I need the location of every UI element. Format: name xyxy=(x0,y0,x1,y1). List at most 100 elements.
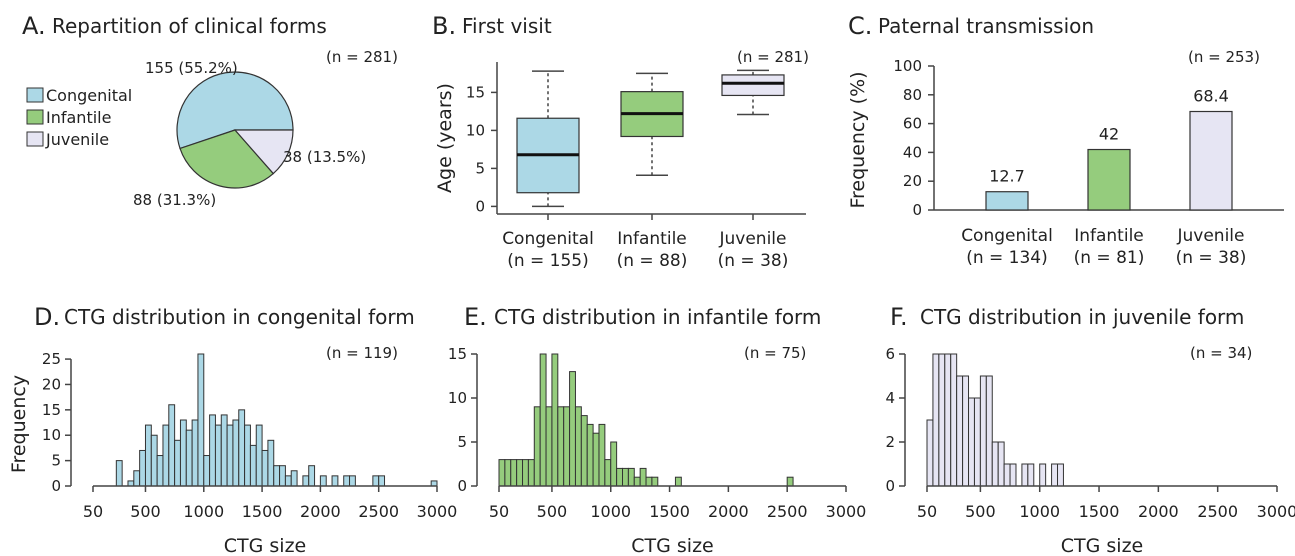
hist-bar-d xyxy=(144,424,152,487)
hist-bar-e xyxy=(504,459,512,487)
x-tick-label-e: 500 xyxy=(537,502,568,521)
y-tick-label-d: 5 xyxy=(51,452,61,470)
pie-label-congenital: 155 (55.2%) xyxy=(145,59,238,77)
hist-bar-d xyxy=(261,449,269,487)
hist-bar-e xyxy=(569,371,576,487)
hist-bar-e xyxy=(651,476,659,487)
x-category-label-juvenile: Juvenile xyxy=(1177,226,1245,246)
hist-bar-d xyxy=(209,414,216,487)
pie-slice-infantile xyxy=(179,129,275,189)
legend-label-infantile: Infantile xyxy=(46,108,111,127)
hist-bar-f xyxy=(997,441,1005,487)
y-tick-label-e: 5 xyxy=(457,433,467,451)
x-tick-label-f: 3000 xyxy=(1257,502,1295,521)
x-category-n-infantile: (n = 81) xyxy=(1074,248,1145,268)
y-tick-label-d: 25 xyxy=(42,350,61,368)
pie-slice-congenital xyxy=(176,71,294,150)
x-tick-label-f: 1500 xyxy=(1079,502,1120,521)
y-tick-label-d: 15 xyxy=(42,401,61,419)
panel-title-a: Repartition of clinical forms xyxy=(52,14,327,38)
hist-bar-f xyxy=(1003,463,1011,487)
y-tick-label-d: 20 xyxy=(42,375,61,393)
panel-letter-d: D. xyxy=(34,303,60,331)
x-tick-label-e: 2500 xyxy=(767,502,808,521)
x-tick-label-e: 1500 xyxy=(649,502,690,521)
hist-bar-f xyxy=(1051,463,1059,487)
hist-bar-e xyxy=(639,467,647,487)
hist-bar-e xyxy=(616,467,624,487)
y-tick-label-b: 5 xyxy=(475,159,485,177)
hist-bar-d xyxy=(279,465,286,487)
hist-bar-f xyxy=(1057,463,1064,487)
hist-bar-d xyxy=(378,475,386,487)
x-tick-label-e: 3000 xyxy=(826,502,867,521)
hist-bar-e xyxy=(592,432,600,487)
hist-bar-e xyxy=(510,459,518,487)
hist-bar-f xyxy=(932,353,940,487)
panel-title-c: Paternal transmission xyxy=(878,14,1094,38)
hist-bar-e xyxy=(574,406,582,487)
x-category-n-infantile: (n = 88) xyxy=(617,251,688,271)
hist-bar-e xyxy=(598,423,606,487)
hist-bar-e xyxy=(604,459,612,487)
y-tick-label-e: 10 xyxy=(448,389,467,407)
y-axis-label-c: Frequency (%) xyxy=(847,71,869,208)
pie-slice-juvenile xyxy=(233,129,294,175)
hist-bar-f xyxy=(968,397,975,487)
hist-bar-f xyxy=(938,353,946,487)
hist-bar-e xyxy=(563,406,571,487)
y-tick-label-e: 15 xyxy=(448,345,467,363)
hist-bar-d xyxy=(139,449,146,487)
panel-letter-f: F. xyxy=(890,303,908,331)
hist-bar-f xyxy=(1027,463,1035,487)
hist-bar-d xyxy=(168,404,176,487)
x-tick-label-d: 50 xyxy=(83,502,103,521)
hist-bar-d xyxy=(331,475,339,487)
y-tick-label-f: 4 xyxy=(885,389,895,407)
hist-bar-e xyxy=(786,476,794,487)
hist-bar-f xyxy=(926,419,934,487)
x-tick-label-d: 500 xyxy=(130,502,161,521)
y-tick-label-c: 40 xyxy=(903,143,922,161)
panel-title-d: CTG distribution in congenital form xyxy=(64,305,415,329)
panel-title-b: First visit xyxy=(462,14,552,38)
x-category-label-juvenile: Juvenile xyxy=(719,229,787,249)
n-label-a: (n = 281) xyxy=(326,48,398,66)
y-tick-label-c: 0 xyxy=(912,201,922,219)
y-tick-label-f: 2 xyxy=(885,433,895,451)
x-tick-label-d: 2000 xyxy=(300,502,341,521)
x-category-label-infantile: Infantile xyxy=(1074,226,1144,246)
bar-value-label-juvenile: 68.4 xyxy=(1193,87,1229,106)
y-tick-label-c: 80 xyxy=(903,86,922,104)
y-axis-label-d: Frequency xyxy=(8,375,30,473)
hist-bar-d xyxy=(214,424,222,487)
n-label-b: (n = 281) xyxy=(737,48,809,66)
hist-bar-d xyxy=(238,409,246,487)
x-category-label-congenital: Congenital xyxy=(502,229,594,249)
panel-letter-b: B. xyxy=(432,12,456,40)
hist-bar-f xyxy=(962,375,970,487)
hist-bar-d xyxy=(308,465,316,487)
hist-bar-d xyxy=(232,419,240,487)
hist-bar-d xyxy=(249,444,257,487)
hist-bar-f xyxy=(1021,463,1029,487)
hist-bar-f xyxy=(944,353,952,487)
x-tick-label-d: 1000 xyxy=(183,502,224,521)
y-tick-label-c: 60 xyxy=(903,115,922,133)
hist-bar-f xyxy=(973,397,981,487)
hist-bar-d xyxy=(197,353,205,487)
hist-bar-e xyxy=(516,459,524,487)
y-tick-label-c: 100 xyxy=(893,57,922,75)
hist-bar-e xyxy=(586,423,594,487)
hist-bar-e xyxy=(522,459,529,487)
pie-label-juvenile: 38 (13.5%) xyxy=(283,148,366,166)
hist-bar-d xyxy=(430,480,438,487)
hist-bar-d xyxy=(273,465,281,487)
hist-bar-f xyxy=(950,353,958,487)
panel-letter-a: A. xyxy=(22,12,46,40)
y-tick-label-d: 0 xyxy=(51,477,61,495)
hist-bar-d xyxy=(267,439,275,487)
n-label-c: (n = 253) xyxy=(1188,48,1260,66)
x-tick-label-e: 1000 xyxy=(590,502,631,521)
y-tick-label-b: 10 xyxy=(466,121,485,139)
